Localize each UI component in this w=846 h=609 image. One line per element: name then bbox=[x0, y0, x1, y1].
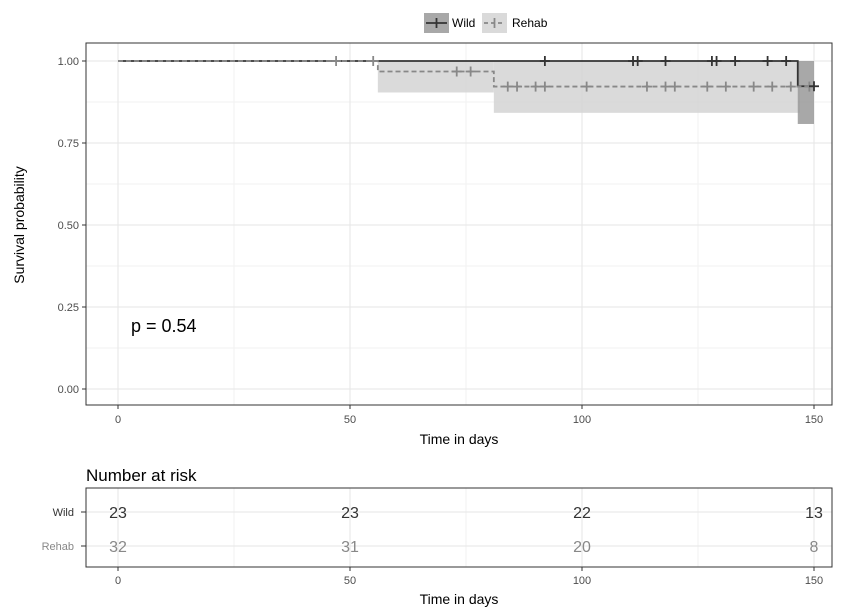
x-tick-label: 0 bbox=[115, 414, 121, 426]
risk-count: 23 bbox=[341, 505, 359, 522]
risk-table-title: Number at risk bbox=[86, 466, 197, 485]
censor-mark-wild bbox=[781, 56, 792, 66]
x-tick-label: 150 bbox=[805, 414, 823, 426]
risk-x-axis-title: Time in days bbox=[420, 591, 499, 607]
legend-item-wild: Wild bbox=[424, 13, 475, 33]
censor-mark-rehab bbox=[748, 81, 759, 92]
risk-count: 20 bbox=[573, 539, 591, 556]
censor-mark-wild bbox=[539, 56, 550, 66]
censor-marks bbox=[331, 56, 819, 92]
censor-mark-rehab bbox=[720, 81, 731, 92]
censor-mark-rehab bbox=[539, 81, 550, 92]
risk-table-panel: Number at risk 23 23 22 13 Wild 32 31 20 8 Rehab 0 5… bbox=[42, 466, 833, 607]
plot-border bbox=[85, 42, 833, 406]
censor-mark-wild bbox=[730, 56, 741, 66]
censor-mark-rehab bbox=[669, 81, 680, 92]
p-value-annotation: p = 0.54 bbox=[131, 316, 197, 336]
risk-count: 32 bbox=[109, 539, 127, 556]
censor-mark-rehab bbox=[785, 81, 796, 92]
censor-mark-wild bbox=[711, 56, 722, 66]
censor-mark-rehab bbox=[502, 81, 513, 92]
confidence-bands bbox=[377, 61, 814, 124]
risk-x-tick-label: 150 bbox=[805, 575, 823, 587]
risk-table-border bbox=[85, 487, 833, 568]
censor-mark-rehab bbox=[331, 56, 342, 66]
censor-mark-rehab bbox=[767, 81, 778, 92]
ci-band-rehab bbox=[377, 61, 494, 93]
censor-mark-rehab bbox=[641, 81, 652, 92]
y-tick-label: 0.00 bbox=[58, 384, 79, 396]
risk-x-tick-label: 100 bbox=[573, 575, 591, 587]
censor-mark-rehab bbox=[702, 81, 713, 92]
risk-row-rehab: 32 31 20 8 Rehab bbox=[42, 539, 819, 556]
risk-count: 8 bbox=[810, 539, 819, 556]
y-tick-label: 0.25 bbox=[58, 302, 79, 314]
x-axis-title: Time in days bbox=[420, 431, 499, 447]
risk-x-axis: 0 50 100 150 Time in days bbox=[115, 567, 823, 607]
risk-count: 22 bbox=[573, 505, 591, 522]
censor-mark-wild bbox=[660, 56, 671, 66]
legend-label-rehab: Rehab bbox=[512, 16, 548, 30]
censor-mark-rehab bbox=[512, 81, 523, 92]
censor-mark-rehab bbox=[368, 56, 379, 66]
risk-count: 31 bbox=[341, 539, 359, 556]
y-tick-label: 1.00 bbox=[58, 56, 79, 68]
survival-plot-panel: 0.00 0.25 0.50 0.75 1.00 Survival probability… bbox=[11, 42, 833, 447]
risk-count: 13 bbox=[805, 505, 823, 522]
y-tick-label: 0.75 bbox=[58, 138, 79, 150]
risk-count: 23 bbox=[109, 505, 127, 522]
risk-row-label: Wild bbox=[53, 507, 74, 519]
risk-x-tick-label: 0 bbox=[115, 575, 121, 587]
ci-band-wild bbox=[797, 61, 814, 124]
censor-mark-rehab bbox=[660, 81, 671, 92]
x-tick-label: 100 bbox=[573, 414, 591, 426]
legend: Wild Rehab bbox=[424, 13, 548, 33]
x-tick-label: 50 bbox=[344, 414, 356, 426]
risk-grid-lines bbox=[86, 488, 832, 567]
censor-mark-wild bbox=[632, 56, 643, 66]
censor-mark-rehab bbox=[465, 66, 476, 77]
censor-mark-rehab bbox=[581, 81, 592, 92]
x-axis: 0 50 100 150 Time in days bbox=[115, 405, 823, 447]
y-axis: 0.00 0.25 0.50 0.75 1.00 Survival probability bbox=[11, 56, 86, 396]
censor-mark-wild bbox=[809, 81, 819, 92]
censor-mark-rehab bbox=[530, 81, 541, 92]
censor-mark-wild bbox=[762, 56, 773, 66]
legend-item-rehab: Rehab bbox=[482, 13, 548, 33]
risk-row-wild: 23 23 22 13 Wild bbox=[53, 505, 823, 522]
risk-row-label: Rehab bbox=[42, 541, 74, 553]
y-tick-label: 0.50 bbox=[58, 220, 79, 232]
legend-label-wild: Wild bbox=[452, 16, 475, 30]
censor-mark-rehab bbox=[451, 66, 462, 77]
y-axis-title: Survival probability bbox=[11, 166, 27, 284]
risk-x-tick-label: 50 bbox=[344, 575, 356, 587]
